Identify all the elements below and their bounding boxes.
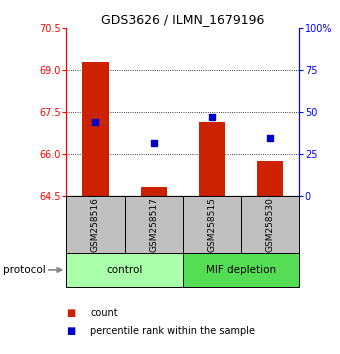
Text: MIF depletion: MIF depletion (206, 265, 276, 275)
Text: GSM258530: GSM258530 (266, 197, 275, 252)
Bar (140, 187, 167, 196)
Text: GSM258515: GSM258515 (207, 197, 216, 252)
Bar (199, 122, 225, 196)
Text: control: control (106, 265, 143, 275)
Text: GSM258516: GSM258516 (91, 197, 100, 252)
Bar (82, 62, 108, 196)
Text: count: count (90, 308, 118, 318)
Point (93, 120, 98, 125)
Point (151, 140, 156, 145)
Point (267, 135, 273, 141)
Text: percentile rank within the sample: percentile rank within the sample (90, 326, 255, 336)
Title: GDS3626 / ILMN_1679196: GDS3626 / ILMN_1679196 (101, 13, 265, 26)
Bar (66, 253, 183, 287)
Bar (241, 196, 299, 253)
Bar (183, 196, 241, 253)
Point (209, 115, 215, 120)
Bar (66, 196, 124, 253)
Bar (183, 253, 299, 287)
Text: ■: ■ (66, 326, 75, 336)
Bar (257, 161, 283, 196)
Text: GSM258517: GSM258517 (149, 197, 158, 252)
Text: protocol: protocol (3, 265, 46, 275)
Text: ■: ■ (66, 308, 75, 318)
Bar (124, 196, 183, 253)
